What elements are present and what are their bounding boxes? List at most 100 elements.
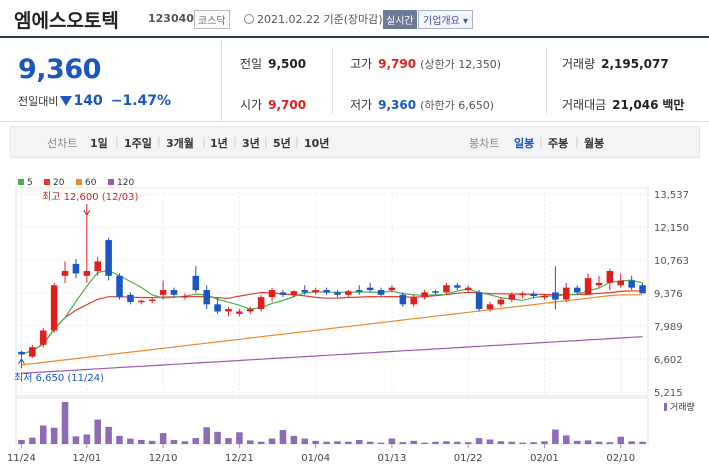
candle-body xyxy=(443,285,450,293)
candle-body xyxy=(192,275,200,291)
candle-body xyxy=(83,271,91,276)
volume-bar xyxy=(268,438,276,444)
candle-body xyxy=(552,292,559,300)
candle-body xyxy=(410,297,417,305)
candle-body xyxy=(159,290,167,295)
volume-bar xyxy=(192,438,200,444)
x-tick-label: 02/10 xyxy=(606,453,635,464)
period-5y[interactable]: 5년 xyxy=(273,137,291,150)
volume-bar xyxy=(29,437,36,444)
volume-legend-swatch xyxy=(664,403,667,411)
volume-bar xyxy=(214,431,221,444)
annotation-low-arrowhead xyxy=(18,357,25,365)
volume-bar xyxy=(595,441,603,444)
legend-ma5: 5 xyxy=(18,178,33,188)
candle-body xyxy=(399,294,407,305)
ma60-line xyxy=(21,294,643,366)
line-chart-label: 선차트 xyxy=(47,137,78,150)
volume-bar xyxy=(464,442,472,444)
volume: 거래량 2,195,077 xyxy=(562,57,669,71)
volume-bar xyxy=(541,441,548,444)
candle-body xyxy=(39,330,47,345)
change-value: 140 xyxy=(73,93,103,109)
candle-body xyxy=(50,285,58,331)
volume-bar xyxy=(301,438,309,444)
volume-bar xyxy=(170,439,178,444)
candle-body xyxy=(170,290,178,295)
annotation-high-arrowhead xyxy=(83,210,91,217)
legend-ma20: 20 xyxy=(44,178,64,188)
period-1y[interactable]: 1년 xyxy=(210,137,228,150)
candle-body xyxy=(334,292,341,295)
candle-body xyxy=(225,309,232,312)
candle-body xyxy=(268,290,276,298)
period-1w[interactable]: 1주일 xyxy=(124,137,152,150)
volume-bar xyxy=(290,435,298,444)
volume-bar xyxy=(334,441,341,444)
volume-bar xyxy=(159,433,167,444)
x-tick-label: 02/01 xyxy=(530,453,559,464)
volume-bar xyxy=(443,441,450,444)
volume-bar xyxy=(628,441,635,444)
candle-body xyxy=(312,290,319,293)
volume-bar xyxy=(116,435,123,444)
candle-body xyxy=(563,287,570,300)
period-monthly[interactable]: 월봉 xyxy=(584,137,605,150)
x-tick-label: 01/22 xyxy=(454,453,483,464)
down-triangle-icon xyxy=(60,96,73,106)
volume-bar xyxy=(454,441,461,444)
period-3m[interactable]: 3개월 xyxy=(166,137,194,150)
volume-bar xyxy=(72,436,80,444)
stock-header: 엠에스오토텍 123040 코스닥 2021.02.22 기준(장마감) 실시간… xyxy=(0,0,709,38)
period-daily[interactable]: 일봉 xyxy=(514,137,535,150)
stock-code: 123040 xyxy=(148,12,194,25)
volume-bar xyxy=(94,419,101,444)
volume-bar xyxy=(225,438,232,444)
candle-body xyxy=(355,290,363,292)
candle-body xyxy=(247,309,254,312)
volume-bar xyxy=(573,440,581,444)
volume-bar xyxy=(312,440,319,444)
volume-label: 거래량 xyxy=(670,401,695,413)
period-1d[interactable]: 1일 xyxy=(90,137,108,150)
low-price: 저가 9,360 (하한가 6,650) xyxy=(350,98,494,112)
clock-icon xyxy=(244,14,254,24)
annotation-high: 최고 12,600 (12/03) xyxy=(42,191,138,203)
candle-body xyxy=(323,290,330,293)
volume-bar xyxy=(377,442,385,444)
candlestick-chart[interactable]: 13,537 12,150 10,763 9,376 7,989 6,602 5,215 11… xyxy=(0,170,709,471)
candle-body xyxy=(541,295,548,298)
candle-body xyxy=(214,304,221,312)
company-info-dropdown[interactable]: 기업개요 ▾ xyxy=(418,10,473,29)
period-weekly[interactable]: 주봉 xyxy=(548,137,569,150)
y-tick-label: 12,150 xyxy=(654,223,689,234)
volume-bar xyxy=(486,439,494,444)
volume-bar xyxy=(421,442,428,444)
x-tick-label: 12/01 xyxy=(72,453,101,464)
volume-bar xyxy=(508,441,516,444)
candle-body xyxy=(508,294,516,300)
candle-body xyxy=(61,271,69,276)
y-tick-label: 5,215 xyxy=(654,388,683,399)
ma5-line xyxy=(21,269,643,355)
volume-bar xyxy=(366,441,374,444)
candle-body xyxy=(595,282,603,286)
change-label: 전일대비 xyxy=(18,95,59,108)
volume-bar xyxy=(584,440,592,444)
period-3y[interactable]: 3년 xyxy=(242,137,260,150)
volume-bar xyxy=(606,442,614,444)
candle-body xyxy=(530,293,537,296)
candle-body xyxy=(290,291,298,295)
market-badge: 코스닥 xyxy=(194,10,230,29)
legend-swatch xyxy=(108,179,114,185)
realtime-button[interactable]: 실시간 xyxy=(383,10,417,29)
candle-body xyxy=(138,300,145,303)
volume-bar xyxy=(83,434,91,444)
volume-bar xyxy=(530,442,537,444)
candle-body xyxy=(584,278,592,295)
period-10y[interactable]: 10년 xyxy=(304,137,330,150)
chart-toolbar: 선차트 1일 | 1주일 | 3개월 | 1년 | 3년 | 5년 | 10년 … xyxy=(10,126,700,158)
candle-body xyxy=(432,291,439,293)
volume-bar xyxy=(497,441,505,444)
volume-bar xyxy=(355,439,363,444)
